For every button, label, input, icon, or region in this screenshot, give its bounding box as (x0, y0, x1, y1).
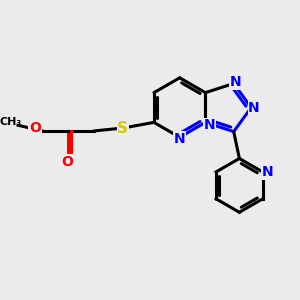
Text: CH₃: CH₃ (0, 117, 22, 128)
Text: N: N (174, 132, 185, 146)
Text: N: N (204, 118, 215, 132)
Text: N: N (262, 165, 274, 179)
Text: N: N (229, 75, 241, 89)
Text: O: O (29, 121, 41, 135)
Text: O: O (61, 155, 74, 169)
Text: N: N (248, 100, 260, 115)
Text: S: S (117, 121, 128, 136)
